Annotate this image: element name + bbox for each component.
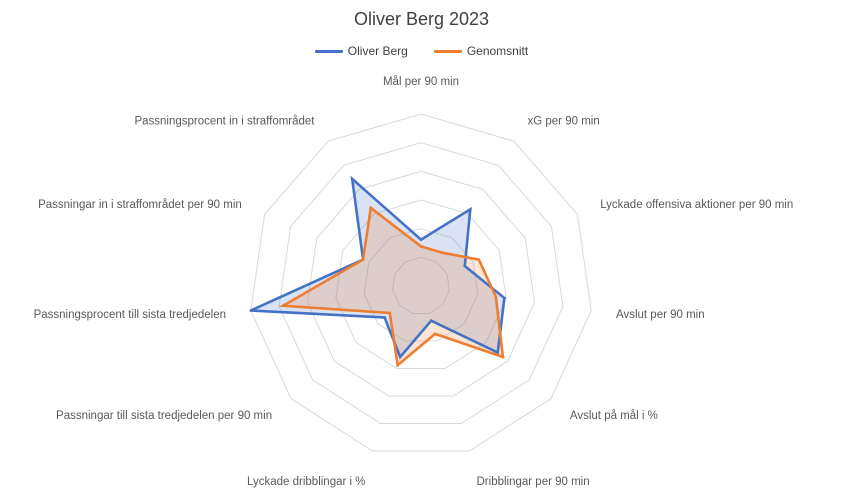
data-point-s1-11[interactable] (350, 177, 354, 181)
data-point-s2-4[interactable] (494, 295, 498, 299)
data-point-s1-7[interactable] (398, 355, 402, 359)
legend-item-series-1[interactable]: Oliver Berg (314, 44, 408, 58)
series-line-2[interactable] (278, 205, 505, 368)
data-point-s2-5[interactable] (501, 355, 505, 359)
radar-grid (250, 113, 592, 452)
chart-title: Oliver Berg 2023 (353, 9, 490, 29)
data-point-s1-5[interactable] (496, 351, 500, 354)
legend-label-series-1: Oliver Berg (347, 44, 408, 58)
axis-label-1: Mål per 90 min (383, 76, 459, 88)
grid-ring-5 (278, 142, 564, 424)
series-area-1 (250, 178, 505, 357)
data-point-s2-7[interactable] (396, 363, 400, 367)
series-area-2 (283, 207, 503, 366)
axis-label-7: Lyckade dribblingar i % (247, 476, 365, 488)
axis-labels: Mål per 90 min xG per 90 min Lyckade offen… (34, 76, 794, 488)
data-point-s2-1[interactable] (419, 245, 423, 248)
data-point-s2-11[interactable] (369, 206, 373, 210)
data-point-s2-9[interactable] (281, 304, 285, 308)
data-point-s1-2[interactable] (469, 208, 472, 211)
data-point-s2-6[interactable] (433, 332, 437, 336)
data-point-s2-8[interactable] (388, 311, 392, 315)
axis-label-9: Passningsprocent till sista tredjedelen (34, 309, 226, 321)
data-point-s2-2[interactable] (441, 251, 444, 254)
legend-item-series-2[interactable]: Genomsnitt (433, 44, 529, 58)
axis-label-4: Avslut per 90 min (616, 309, 705, 321)
axis-label-10: Passningar in i straffområdet per 90 min (38, 199, 242, 211)
legend-swatch-series-1 (314, 49, 343, 53)
axis-label-8: Passningar till sista tredjedelen per 90… (56, 410, 272, 422)
chart-legend: Oliver Berg Genomsnitt (0, 44, 843, 58)
grid-ring-6 (250, 113, 592, 452)
data-point-s1-3[interactable] (463, 264, 467, 268)
grid-ring-1 (392, 256, 450, 314)
data-point-s1-8[interactable] (383, 316, 386, 319)
data-point-s1-1[interactable] (419, 238, 423, 241)
data-point-s1-4[interactable] (503, 296, 506, 300)
data-point-s1-6[interactable] (429, 319, 433, 323)
legend-swatch-series-2 (433, 49, 462, 53)
data-point-s1-9[interactable] (249, 309, 253, 312)
axis-label-3: Lyckade offensiva aktioner per 90 min (600, 199, 793, 211)
axis-label-5: Avslut på mål i % (570, 410, 658, 422)
axis-label-6: Dribblingar per 90 min (477, 476, 590, 488)
data-point-s2-3[interactable] (477, 258, 481, 261)
axis-label-2: xG per 90 min (528, 115, 600, 127)
legend-label-series-2: Genomsnitt (466, 44, 529, 58)
grid-ring-3 (335, 199, 507, 369)
axis-label-11: Passningsprocent in i straffområdet (134, 115, 315, 127)
grid-ring-4 (306, 170, 536, 397)
data-point-s2-10[interactable] (361, 258, 365, 261)
radar-series (249, 175, 506, 368)
